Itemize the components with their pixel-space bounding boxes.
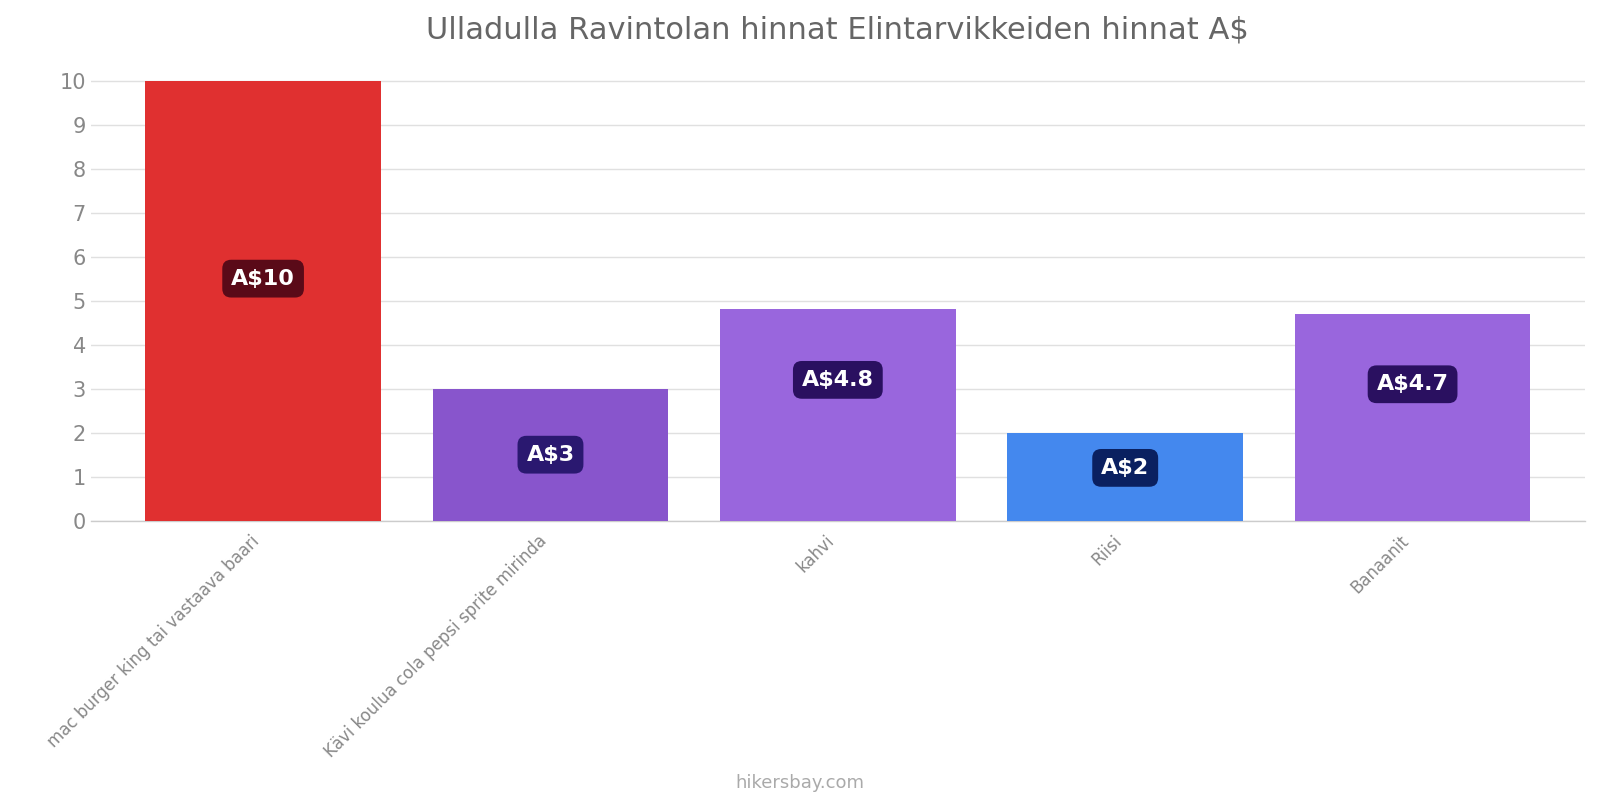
Bar bbox=[720, 310, 955, 521]
Bar bbox=[146, 81, 381, 521]
Text: hikersbay.com: hikersbay.com bbox=[736, 774, 864, 792]
Text: A$10: A$10 bbox=[230, 269, 294, 289]
Text: A$3: A$3 bbox=[526, 445, 574, 465]
Text: A$4.7: A$4.7 bbox=[1376, 374, 1448, 394]
Bar bbox=[432, 389, 669, 521]
Bar bbox=[1008, 433, 1243, 521]
Bar bbox=[1294, 314, 1531, 521]
Title: Ulladulla Ravintolan hinnat Elintarvikkeiden hinnat A$: Ulladulla Ravintolan hinnat Elintarvikke… bbox=[427, 15, 1250, 44]
Text: A$4.8: A$4.8 bbox=[802, 370, 874, 390]
Text: A$2: A$2 bbox=[1101, 458, 1149, 478]
